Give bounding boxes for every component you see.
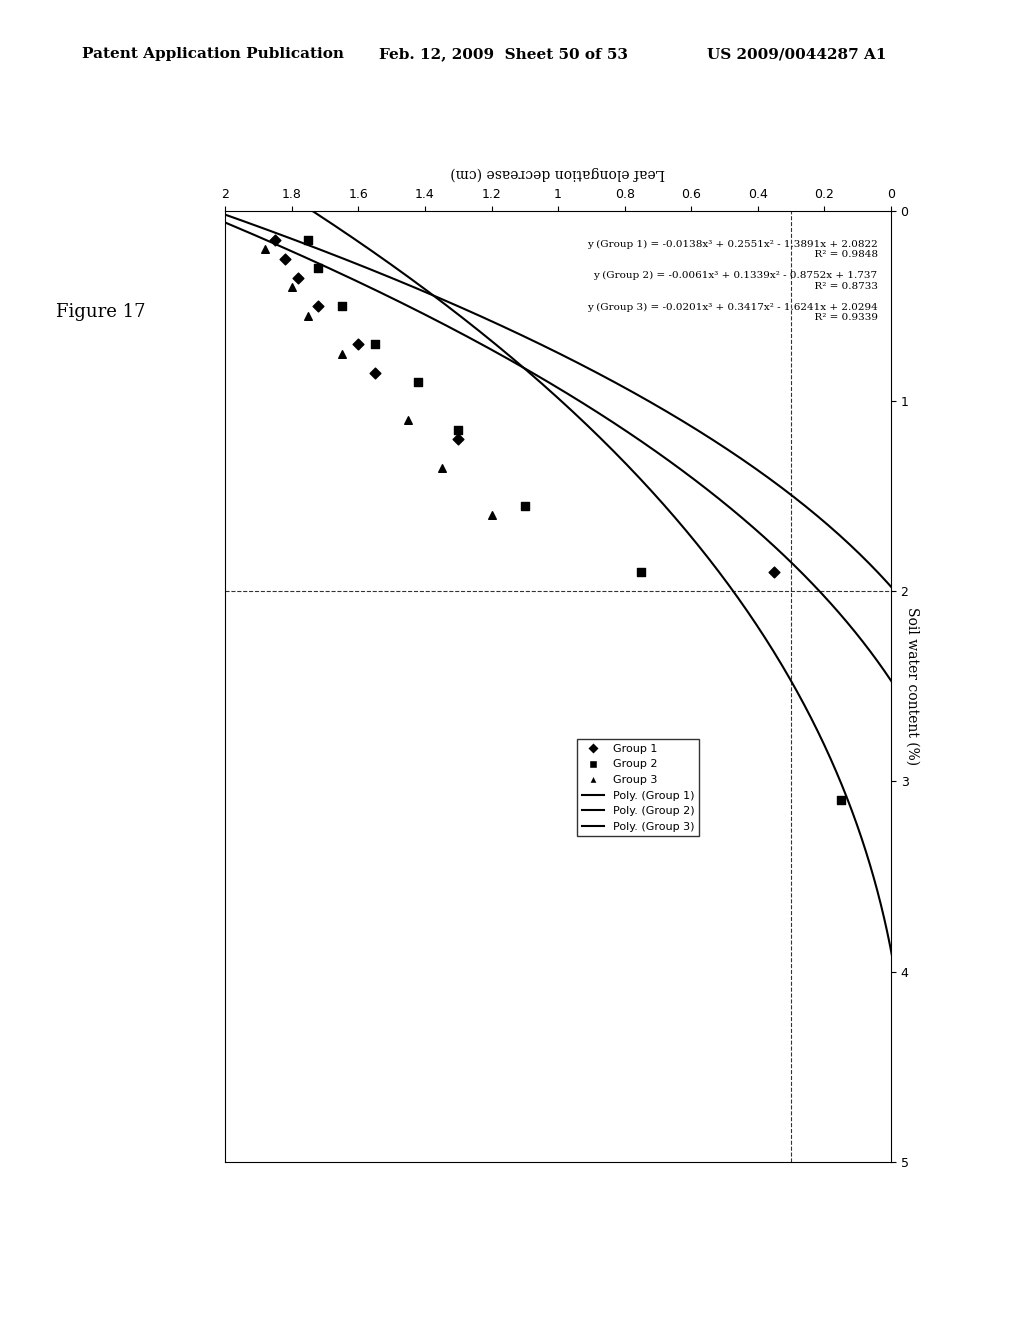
Point bbox=[450, 429, 466, 450]
Text: Feb. 12, 2009  Sheet 50 of 53: Feb. 12, 2009 Sheet 50 of 53 bbox=[379, 48, 628, 61]
Point bbox=[334, 343, 350, 364]
Point bbox=[300, 305, 316, 326]
Point bbox=[300, 230, 316, 251]
Text: Figure 17: Figure 17 bbox=[56, 302, 145, 321]
Point bbox=[410, 372, 427, 393]
Text: y (Group 1) = -0.0138x³ + 0.2551x² - 1.3891x + 2.0822
          R² = 0.9848

y (: y (Group 1) = -0.0138x³ + 0.2551x² - 1.3… bbox=[587, 240, 878, 322]
Y-axis label: Soil water content (%): Soil water content (%) bbox=[905, 607, 920, 766]
Point bbox=[350, 334, 367, 355]
Text: US 2009/0044287 A1: US 2009/0044287 A1 bbox=[707, 48, 886, 61]
Point bbox=[291, 267, 307, 288]
Point bbox=[433, 457, 450, 478]
Point bbox=[276, 248, 293, 269]
Point bbox=[267, 230, 284, 251]
Point bbox=[450, 420, 466, 441]
Point bbox=[334, 296, 350, 317]
X-axis label: Leaf elongation decrease (cm): Leaf elongation decrease (cm) bbox=[451, 166, 666, 180]
Point bbox=[483, 504, 500, 525]
Point bbox=[766, 562, 782, 583]
Point bbox=[633, 562, 649, 583]
Point bbox=[400, 409, 417, 430]
Point bbox=[833, 789, 849, 810]
Point bbox=[257, 239, 273, 260]
Point bbox=[367, 334, 383, 355]
Point bbox=[284, 277, 300, 298]
Legend: Group 1, Group 2, Group 3, Poly. (Group 1), Poly. (Group 2), Poly. (Group 3): Group 1, Group 2, Group 3, Poly. (Group … bbox=[578, 739, 699, 836]
Point bbox=[516, 495, 532, 516]
Text: Patent Application Publication: Patent Application Publication bbox=[82, 48, 344, 61]
Point bbox=[367, 362, 383, 383]
Point bbox=[310, 257, 327, 279]
Point bbox=[310, 296, 327, 317]
